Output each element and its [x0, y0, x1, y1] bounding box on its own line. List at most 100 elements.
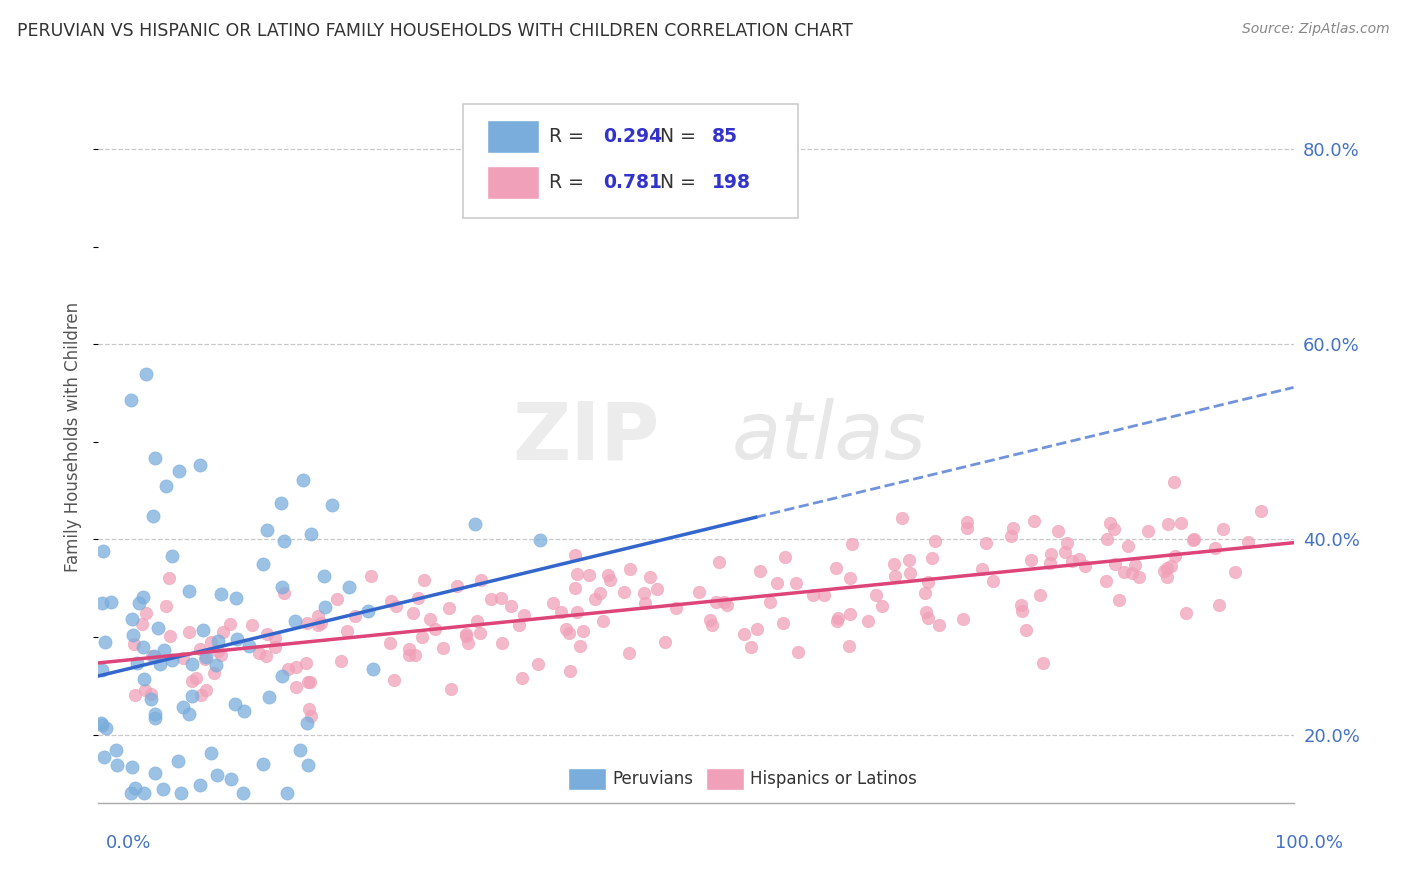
- Point: [841, 537, 863, 551]
- Point: [1029, 588, 1052, 602]
- Point: [181, 689, 204, 703]
- Point: [132, 786, 155, 800]
- Point: [1156, 569, 1178, 583]
- Point: [128, 596, 150, 610]
- Point: [688, 584, 710, 599]
- Point: [617, 646, 640, 660]
- Point: [1116, 539, 1139, 553]
- Point: [633, 586, 655, 600]
- Point: [1175, 607, 1198, 621]
- Point: [704, 594, 727, 608]
- Point: [589, 586, 612, 600]
- Point: [190, 688, 212, 702]
- Point: [897, 553, 920, 567]
- Point: [264, 640, 287, 654]
- Point: [291, 473, 314, 487]
- Point: [295, 657, 318, 671]
- Point: [558, 664, 581, 678]
- Point: [470, 574, 492, 588]
- Point: [1157, 516, 1180, 531]
- Point: [285, 680, 308, 694]
- Point: [917, 575, 939, 590]
- Point: [207, 644, 229, 658]
- Point: [1212, 522, 1234, 536]
- Point: [665, 600, 688, 615]
- Point: [772, 616, 794, 631]
- Point: [1040, 547, 1063, 561]
- Text: N =: N =: [661, 173, 702, 192]
- Point: [94, 635, 117, 649]
- Point: [1121, 566, 1143, 580]
- Point: [134, 673, 156, 687]
- Point: [1095, 532, 1118, 546]
- FancyBboxPatch shape: [706, 768, 744, 790]
- Point: [716, 599, 738, 613]
- Point: [277, 662, 299, 676]
- Point: [207, 633, 229, 648]
- Point: [284, 615, 307, 629]
- Point: [271, 669, 294, 683]
- Point: [134, 683, 156, 698]
- Point: [152, 782, 174, 797]
- Point: [898, 566, 921, 580]
- Point: [194, 649, 217, 664]
- Point: [181, 657, 204, 672]
- Point: [299, 526, 322, 541]
- Point: [212, 624, 235, 639]
- Point: [773, 550, 796, 565]
- Point: [91, 596, 114, 610]
- Point: [360, 569, 382, 583]
- Text: 0.781: 0.781: [603, 173, 662, 192]
- Point: [336, 624, 359, 639]
- Point: [219, 772, 242, 786]
- Point: [1000, 529, 1022, 543]
- Point: [1056, 536, 1078, 550]
- Point: [645, 582, 668, 596]
- Point: [1102, 522, 1125, 536]
- Point: [508, 617, 530, 632]
- Point: [915, 606, 938, 620]
- Point: [613, 584, 636, 599]
- Point: [143, 711, 166, 725]
- Point: [120, 786, 142, 800]
- Point: [94, 721, 117, 735]
- Point: [162, 652, 184, 666]
- Point: [141, 648, 163, 663]
- Point: [1074, 559, 1097, 574]
- Point: [361, 662, 384, 676]
- Point: [619, 562, 641, 576]
- Point: [380, 593, 402, 607]
- Point: [569, 640, 592, 654]
- Point: [180, 673, 202, 688]
- Point: [825, 561, 848, 575]
- Point: [786, 645, 808, 659]
- Point: [437, 601, 460, 615]
- Point: [170, 786, 193, 800]
- FancyBboxPatch shape: [463, 104, 797, 218]
- Point: [276, 786, 298, 800]
- Point: [1156, 561, 1178, 575]
- Point: [1128, 569, 1150, 583]
- Text: 0.0%: 0.0%: [105, 834, 150, 852]
- Point: [155, 479, 177, 493]
- Point: [200, 746, 222, 760]
- Point: [312, 569, 335, 583]
- Point: [142, 508, 165, 523]
- Point: [510, 671, 533, 685]
- Point: [167, 464, 190, 478]
- Point: [465, 615, 488, 629]
- Point: [91, 664, 114, 678]
- Point: [337, 580, 360, 594]
- Point: [856, 614, 879, 628]
- Point: [314, 599, 336, 614]
- Point: [270, 496, 292, 510]
- Point: [157, 571, 180, 585]
- Point: [264, 631, 287, 645]
- Point: [91, 544, 114, 558]
- Point: [571, 624, 593, 638]
- Point: [765, 576, 787, 591]
- Point: [205, 768, 228, 782]
- Point: [218, 616, 240, 631]
- Point: [256, 524, 278, 538]
- Point: [1011, 604, 1033, 618]
